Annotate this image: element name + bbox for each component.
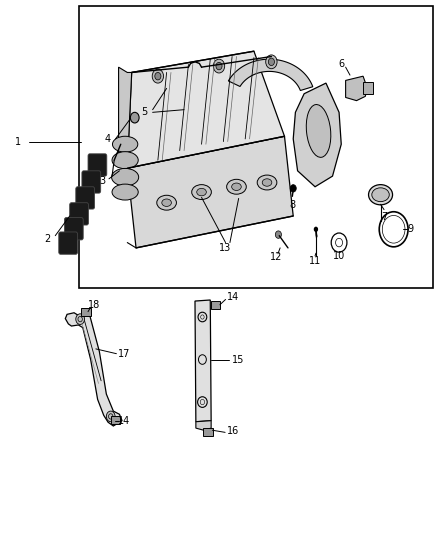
Polygon shape [228, 59, 313, 91]
Text: 17: 17 [118, 349, 130, 359]
Text: 10: 10 [333, 251, 345, 261]
Text: 14: 14 [227, 292, 239, 302]
Polygon shape [346, 76, 367, 101]
FancyBboxPatch shape [111, 416, 120, 424]
Text: 15: 15 [232, 354, 244, 365]
Circle shape [276, 231, 282, 238]
Ellipse shape [306, 104, 331, 157]
Text: 4: 4 [105, 134, 111, 144]
Circle shape [216, 62, 222, 70]
Ellipse shape [192, 184, 212, 199]
Text: 3: 3 [99, 176, 106, 187]
Circle shape [268, 58, 275, 66]
FancyBboxPatch shape [64, 217, 83, 240]
FancyBboxPatch shape [81, 308, 91, 317]
Ellipse shape [112, 152, 138, 168]
Ellipse shape [368, 184, 392, 205]
Text: 11: 11 [309, 256, 321, 266]
Text: 7: 7 [381, 212, 387, 222]
Polygon shape [65, 313, 122, 426]
Polygon shape [315, 227, 317, 239]
Polygon shape [196, 421, 211, 430]
Ellipse shape [112, 184, 138, 200]
Text: 14: 14 [118, 416, 130, 426]
Circle shape [266, 55, 277, 69]
Text: 9: 9 [407, 224, 413, 235]
FancyBboxPatch shape [59, 232, 78, 254]
Ellipse shape [372, 188, 389, 201]
FancyBboxPatch shape [203, 427, 213, 435]
Ellipse shape [232, 183, 241, 190]
FancyBboxPatch shape [88, 154, 107, 176]
Circle shape [76, 314, 85, 325]
Ellipse shape [112, 168, 139, 186]
Circle shape [106, 411, 115, 422]
Circle shape [131, 112, 139, 123]
Polygon shape [119, 67, 132, 168]
Circle shape [290, 184, 296, 192]
Circle shape [213, 59, 225, 73]
Ellipse shape [162, 199, 171, 206]
Ellipse shape [257, 175, 277, 190]
Ellipse shape [113, 136, 138, 152]
FancyBboxPatch shape [70, 203, 88, 225]
Bar [363, 82, 373, 94]
Circle shape [314, 227, 318, 232]
Ellipse shape [262, 179, 272, 186]
Polygon shape [127, 136, 293, 248]
Text: 5: 5 [141, 107, 148, 117]
Polygon shape [127, 51, 285, 168]
Text: 2: 2 [45, 234, 51, 244]
Text: 16: 16 [227, 426, 239, 437]
Circle shape [152, 69, 163, 83]
Text: 1: 1 [15, 136, 21, 147]
Text: 8: 8 [289, 200, 295, 211]
Text: 6: 6 [338, 60, 344, 69]
Ellipse shape [226, 179, 246, 194]
Text: 18: 18 [88, 300, 100, 310]
Ellipse shape [197, 188, 206, 196]
FancyBboxPatch shape [211, 301, 220, 309]
FancyBboxPatch shape [76, 187, 95, 209]
FancyBboxPatch shape [82, 171, 101, 193]
Text: 12: 12 [269, 252, 282, 262]
Ellipse shape [157, 195, 177, 210]
Text: 13: 13 [219, 243, 231, 253]
Polygon shape [195, 300, 211, 422]
Polygon shape [293, 83, 341, 187]
Circle shape [155, 72, 161, 80]
